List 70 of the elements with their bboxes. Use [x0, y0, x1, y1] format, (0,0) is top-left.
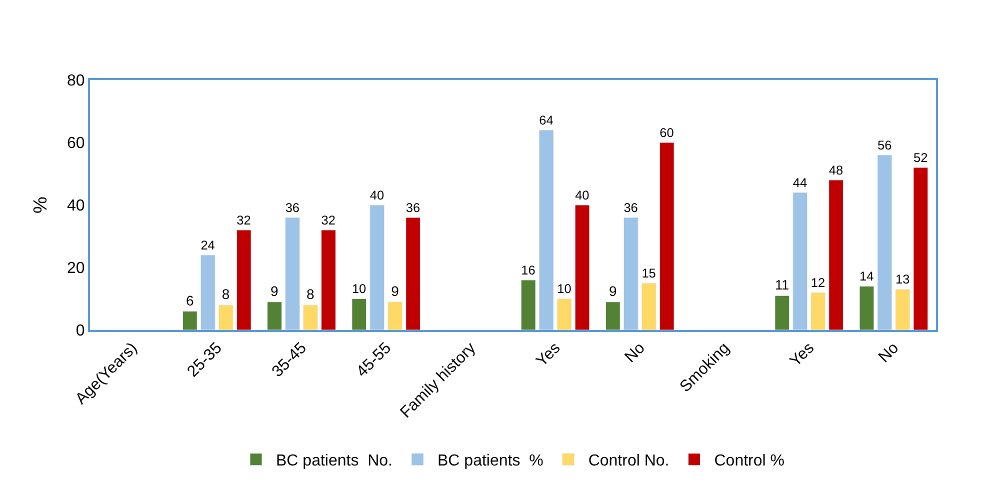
bar	[623, 217, 638, 330]
data-label: 56	[878, 137, 892, 152]
bar	[218, 304, 234, 330]
data-label: 36	[406, 200, 420, 215]
data-label: 9	[270, 282, 279, 299]
bar	[370, 204, 385, 330]
bar	[388, 302, 403, 330]
x-tick-label: Yes	[533, 340, 564, 370]
data-label: 14	[860, 268, 874, 284]
data-label: 36	[285, 200, 300, 215]
data-label: 16	[521, 262, 536, 278]
data-label: 48	[828, 162, 844, 178]
y-tick-label: 80	[67, 72, 85, 90]
data-label: 13	[896, 272, 910, 287]
bar	[285, 217, 300, 330]
bar	[828, 180, 844, 330]
x-tick-label: No	[876, 340, 902, 366]
data-label: 10	[557, 281, 572, 296]
data-label: 40	[575, 187, 590, 202]
data-label: 8	[306, 286, 314, 302]
bar	[605, 302, 620, 330]
bar	[520, 280, 536, 330]
data-label: 9	[608, 282, 617, 299]
legend-label: BC patients No.	[276, 452, 392, 470]
data-label: 12	[810, 274, 826, 290]
data-label: 9	[391, 282, 400, 299]
bar	[574, 204, 590, 330]
bar	[792, 192, 808, 330]
bar	[538, 130, 554, 330]
x-tick-label: Yes	[787, 340, 818, 370]
bar	[895, 289, 910, 330]
bar	[236, 230, 252, 330]
bar	[267, 302, 282, 330]
data-label: 32	[236, 212, 251, 228]
y-tick-label: 60	[67, 135, 85, 152]
bar	[352, 298, 367, 330]
data-label: 36	[624, 200, 638, 215]
data-label: 24	[200, 237, 215, 252]
bar	[659, 142, 674, 330]
bar	[182, 311, 198, 330]
data-label: 44	[792, 174, 808, 190]
data-label: 10	[352, 281, 366, 296]
bar	[303, 304, 318, 330]
bar	[810, 292, 826, 330]
data-label: 32	[321, 212, 336, 228]
legend-label: Control %	[714, 452, 784, 470]
y-tick-label: 20	[67, 260, 85, 278]
x-tick-label: No	[622, 340, 648, 366]
bar	[321, 230, 336, 330]
y-tick-label: 0	[76, 322, 85, 340]
bar	[406, 217, 421, 330]
bar	[913, 167, 928, 330]
data-label: 6	[186, 292, 194, 308]
data-label: 8	[222, 286, 230, 302]
data-label: 52	[913, 150, 928, 165]
data-label: 40	[370, 187, 384, 202]
bar	[641, 282, 656, 330]
y-tick-label: 40	[67, 198, 85, 215]
bar	[877, 154, 892, 330]
legend-label: BC patients %	[438, 452, 544, 470]
y-axis-title: %	[30, 196, 52, 214]
bar	[774, 295, 790, 330]
data-label: 60	[660, 124, 674, 140]
bar	[556, 298, 572, 330]
bar	[859, 286, 874, 330]
data-label: 15	[642, 265, 656, 280]
data-label: 64	[539, 112, 554, 128]
bar	[200, 254, 216, 330]
data-label: 11	[774, 278, 790, 293]
legend-label: Control No.	[588, 452, 670, 470]
